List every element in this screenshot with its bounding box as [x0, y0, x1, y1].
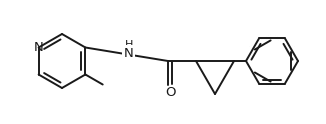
- Text: O: O: [165, 86, 175, 98]
- Text: N: N: [34, 41, 43, 54]
- Text: N: N: [124, 47, 134, 60]
- Text: H: H: [125, 40, 133, 50]
